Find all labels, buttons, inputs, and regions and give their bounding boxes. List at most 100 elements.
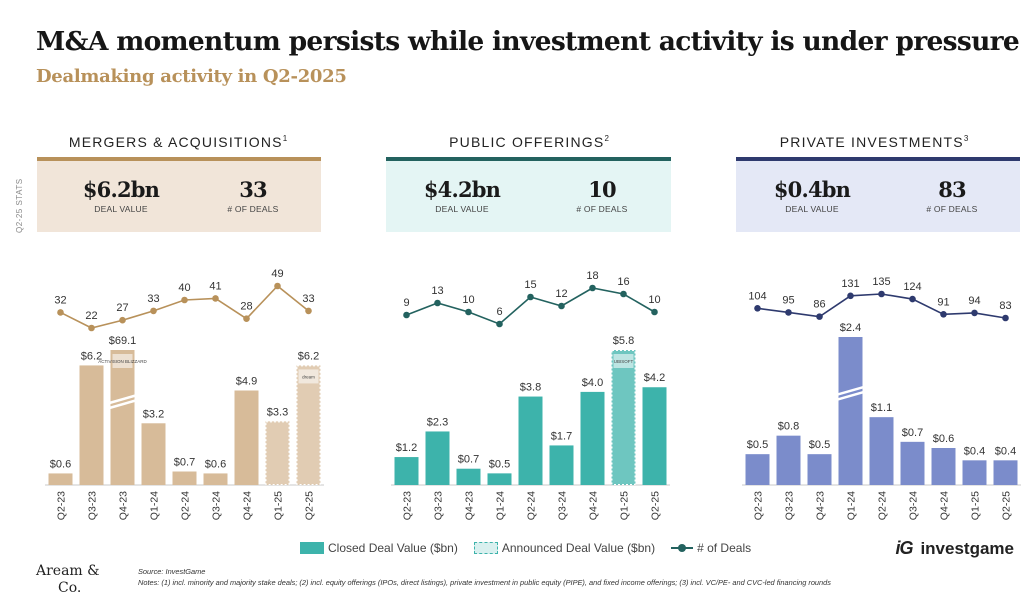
deals-point	[57, 309, 64, 316]
bar-value-label: $4.0	[582, 377, 603, 389]
deals-point	[909, 295, 916, 303]
deal-value: $4.2bn	[423, 177, 501, 202]
x-tick-label: Q2-25	[304, 491, 316, 520]
deals-point	[181, 296, 188, 304]
legend-closed: Closed Deal Value ($bn)	[300, 541, 458, 555]
deals-point	[940, 311, 947, 318]
announced-bar-outline	[296, 365, 321, 485]
deals-point	[620, 290, 627, 298]
company-logo-badge	[298, 369, 319, 384]
x-tick-label: Q2-24	[877, 491, 889, 520]
stat-deal-count: 83 # OF DEALS	[892, 177, 1012, 214]
deals-label: 40	[178, 282, 190, 294]
legend-announced-swatch	[473, 542, 498, 554]
deals-point	[558, 302, 565, 310]
company-logo-badge	[112, 354, 133, 368]
deals-label: 33	[147, 293, 159, 305]
source-note: Source: InvestGame	[138, 567, 206, 576]
deals-point	[403, 311, 410, 319]
deal-count-label: # OF DEALS	[227, 204, 279, 214]
x-tick-label: Q4-24	[939, 491, 951, 520]
x-tick-label: Q1-25	[273, 491, 285, 520]
company-logo-label: UBISOFT	[614, 359, 634, 364]
x-tick-label: Q1-25	[970, 491, 982, 520]
deals-point	[243, 315, 250, 322]
deals-label: 27	[116, 302, 128, 314]
deals-label: 41	[209, 280, 221, 292]
bar	[425, 431, 450, 485]
deal-count: 83	[938, 177, 966, 202]
bar-value-label: $2.4	[840, 322, 861, 334]
deals-label: 95	[782, 294, 794, 306]
bar	[456, 468, 481, 485]
bar	[869, 417, 894, 485]
deal-value-label: DEAL VALUE	[435, 204, 489, 214]
x-tick-label: Q2-25	[650, 491, 662, 520]
x-tick-label: Q4-23	[464, 491, 476, 520]
deals-label: 9	[403, 297, 409, 309]
deals-point	[971, 309, 978, 317]
deals-label: 6	[496, 306, 502, 318]
deals-label: 16	[617, 276, 629, 288]
bar	[611, 350, 636, 485]
bar	[296, 365, 321, 485]
bar-value-label: $0.7	[902, 427, 923, 439]
legend-deals: # of Deals	[671, 541, 751, 555]
page-subtitle: Dealmaking activity in Q2-2025	[36, 66, 347, 87]
x-tick-label: Q4-23	[118, 491, 130, 520]
deal-count-label: # OF DEALS	[926, 204, 978, 214]
x-tick-label: Q2-23	[753, 491, 765, 520]
bar-value-label: $4.2	[644, 372, 665, 384]
bar	[48, 473, 73, 485]
bar	[518, 396, 543, 485]
bar	[549, 445, 574, 485]
axis-break-mark	[836, 390, 865, 402]
deals-point	[150, 307, 157, 315]
page-title: M&A momentum persists while investment a…	[36, 26, 1020, 57]
x-tick-label: Q3-23	[784, 491, 796, 520]
bar	[962, 460, 987, 485]
announced-bar-outline	[265, 421, 290, 486]
deals-label: 28	[240, 301, 252, 313]
deal-value: $6.2bn	[82, 177, 160, 202]
x-tick-label: Q4-24	[242, 491, 254, 520]
deals-point	[754, 305, 761, 312]
bar	[172, 471, 197, 485]
legend-deals-swatch	[671, 542, 694, 554]
x-tick-label: Q4-23	[815, 491, 827, 520]
bar-value-label: $1.2	[396, 442, 417, 454]
x-tick-label: Q3-24	[557, 491, 569, 520]
x-tick-label: Q2-23	[56, 491, 68, 520]
x-tick-label: Q1-25	[619, 491, 631, 520]
deals-label: 104	[748, 290, 766, 302]
bar	[79, 365, 104, 485]
investgame-mark-icon: iG	[895, 538, 913, 558]
company-logo-badge	[613, 354, 634, 368]
legend-closed-swatch	[300, 542, 324, 554]
deals-label: 131	[841, 278, 859, 290]
deals-point	[527, 293, 534, 301]
note-ref-3: 3	[963, 134, 969, 143]
deals-label: 18	[586, 270, 598, 282]
stat-box-po: $4.2bn DEAL VALUE 10 # OF DEALS	[386, 157, 671, 232]
deals-label: 32	[54, 294, 66, 306]
x-tick-label: Q3-24	[908, 491, 920, 520]
deals-point	[785, 309, 792, 316]
bar-value-label: $0.4	[964, 445, 985, 457]
deal-value: $0.4bn	[773, 177, 851, 202]
deal-count: 33	[239, 177, 267, 202]
x-tick-label: Q3-23	[433, 491, 445, 520]
note-ref-1: 1	[282, 134, 288, 143]
bar	[807, 454, 832, 485]
bar-value-label: $0.8	[778, 421, 799, 433]
note-ref-2: 2	[604, 134, 609, 143]
x-tick-label: Q2-25	[1001, 491, 1013, 520]
deals-label: 86	[813, 299, 825, 311]
bar	[776, 435, 801, 485]
bar	[838, 337, 863, 485]
deals-label: 10	[648, 294, 660, 306]
deals-point	[816, 313, 823, 320]
axis-break-mark	[108, 394, 137, 405]
x-tick-label: Q3-23	[87, 491, 99, 520]
company-logo-label: ACTIVISION BLIZZARD	[98, 359, 147, 364]
